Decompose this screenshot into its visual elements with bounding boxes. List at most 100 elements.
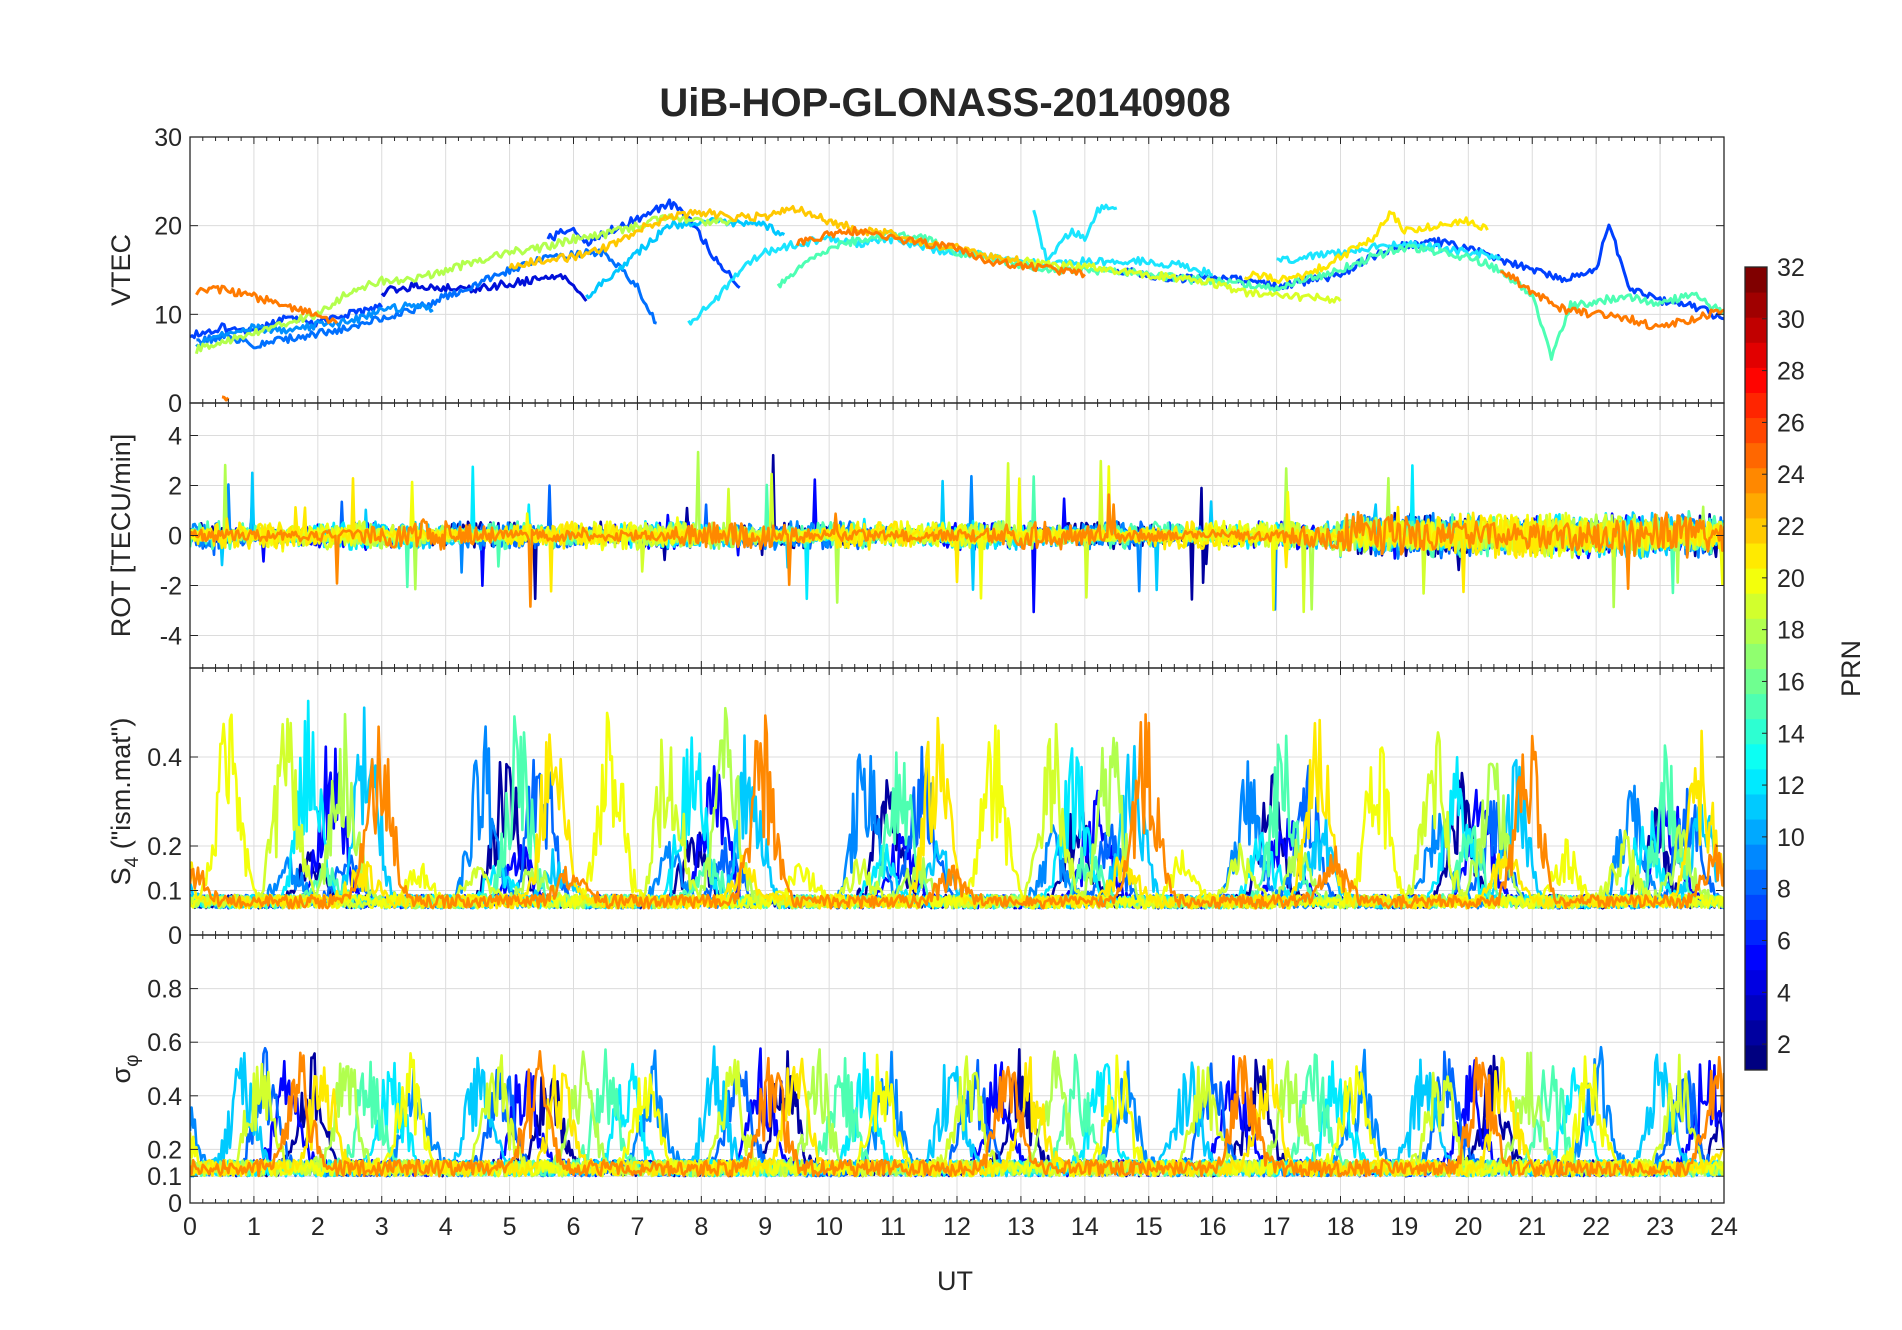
colorbar-frame — [1744, 266, 1768, 1071]
x-tick-label: 8 — [694, 1213, 708, 1241]
y-axis-label-main: VTEC — [106, 234, 136, 306]
colorbar-segment — [1745, 292, 1767, 318]
y-axis-label-main: ROT [TECU/min] — [106, 434, 136, 638]
series-group — [190, 699, 1724, 910]
series-line-prn-24 — [221, 395, 230, 402]
colorbar-segment — [1745, 768, 1767, 795]
colorbar-tick-label: 28 — [1777, 358, 1805, 386]
y-axis-label: ROT [TECU/min] — [106, 434, 136, 638]
series-line-prn-12 — [1276, 240, 1502, 264]
colorbar-tick-label: 30 — [1777, 306, 1805, 334]
colorbar-tick-label: 22 — [1777, 513, 1805, 541]
x-tick-label: 21 — [1518, 1213, 1546, 1241]
y-tick-label: 2 — [168, 473, 182, 501]
x-tick-label: 5 — [503, 1213, 517, 1241]
colorbar-segment — [1745, 869, 1767, 895]
series-line-prn-15 — [776, 229, 1724, 361]
colorbar-segment — [1745, 994, 1767, 1021]
colorbar-segment — [1745, 1044, 1767, 1071]
x-tick-label: 16 — [1199, 1213, 1227, 1241]
x-tick-label: 0 — [183, 1213, 197, 1241]
x-tick-label: 7 — [630, 1213, 644, 1241]
y-tick-label: 4 — [168, 423, 182, 451]
colorbar-segment — [1745, 392, 1767, 419]
colorbar-segment — [1745, 517, 1767, 544]
panel-vtec: 0 10 20 30 VTEC — [106, 124, 1725, 418]
colorbar-segment — [1745, 718, 1767, 745]
x-tick-label: 17 — [1263, 1213, 1291, 1241]
panel-rot: -4 -2 0 2 4 ROT [TECU/min] — [106, 402, 1725, 669]
series-line-prn-11 — [585, 217, 786, 300]
y-tick-label: 0 — [168, 1190, 182, 1218]
x-tick-label: 6 — [567, 1213, 581, 1241]
x-tick-label: 20 — [1454, 1213, 1482, 1241]
colorbar-segment — [1745, 442, 1767, 469]
colorbar-tick-label: 24 — [1777, 461, 1805, 489]
colorbar-label: PRN — [1836, 640, 1866, 697]
series-line-prn-12 — [1032, 203, 1118, 262]
colorbar-segment — [1745, 668, 1767, 695]
colorbar-segment — [1745, 844, 1767, 870]
tick-marks — [189, 403, 1725, 668]
colorbar-tick-label: 32 — [1777, 254, 1805, 282]
x-tick-label: 10 — [815, 1213, 843, 1241]
y-tick-label: -4 — [160, 623, 182, 651]
x-tick-label: 9 — [758, 1213, 772, 1241]
y-tick-label: 10 — [154, 301, 182, 329]
y-tick-label: 0 — [168, 390, 182, 418]
colorbar-segment — [1745, 944, 1767, 971]
series-line-prn-18 — [194, 213, 734, 355]
x-tick-label: 15 — [1135, 1213, 1163, 1241]
colorbar-tick-label: 12 — [1777, 772, 1805, 800]
y-tick-label: 0.1 — [147, 878, 182, 906]
y-axis-label: VTEC — [106, 234, 136, 306]
y-tick-label: 0.6 — [147, 1029, 182, 1057]
series-group — [190, 450, 1724, 614]
series-line-prn-24 — [795, 225, 1086, 279]
x-tick-label: 19 — [1391, 1213, 1419, 1241]
x-tick-label: 22 — [1582, 1213, 1610, 1241]
y-tick-label: 0.2 — [147, 833, 182, 861]
colorbar-segment — [1745, 919, 1767, 946]
y-tick-label: 0 — [168, 922, 182, 950]
x-tick-label: 11 — [880, 1213, 906, 1241]
x-tick-label: 1 — [247, 1213, 261, 1241]
y-axis-label-rest: ("ism.mat") — [106, 718, 136, 857]
x-tick-label: 12 — [943, 1213, 971, 1241]
y-tick-label: 0.1 — [147, 1163, 182, 1191]
series-trace-prn-24 — [190, 1050, 1724, 1178]
colorbar-segment — [1745, 317, 1767, 343]
x-tick-label: 18 — [1327, 1213, 1355, 1241]
y-axis-label: S4 ("ism.mat") — [106, 718, 143, 886]
panel-s4: 0 0.1 0.2 0.4S4 ("ism.mat") — [106, 667, 1725, 950]
y-axis-label-main: σ — [106, 1067, 136, 1084]
x-tick-label: 23 — [1646, 1213, 1674, 1241]
series-trace-prn-24 — [190, 713, 1724, 910]
y-tick-label: 30 — [154, 124, 182, 152]
y-axis-label: σφ — [106, 1055, 143, 1084]
x-tick-label: 14 — [1071, 1213, 1099, 1241]
y-tick-label: -2 — [160, 573, 182, 601]
x-tick-label: 24 — [1710, 1213, 1738, 1241]
series-group — [190, 1045, 1724, 1178]
series-line-prn-5 — [190, 302, 384, 340]
colorbar-tick-label: 2 — [1777, 1031, 1791, 1059]
colorbar-tick-label: 8 — [1777, 876, 1791, 904]
colorbar-tick-label: 20 — [1777, 565, 1805, 593]
y-tick-label: 20 — [154, 213, 182, 241]
y-tick-label: 0.8 — [147, 976, 182, 1004]
colorbar-segment — [1745, 969, 1767, 996]
colorbar-segment — [1745, 367, 1767, 393]
colorbar-segment — [1745, 568, 1767, 594]
y-tick-label: 0.4 — [147, 744, 182, 772]
x-axis-label: UT — [937, 1266, 973, 1296]
colorbar-segment — [1745, 743, 1767, 770]
series-line-prn-9 — [195, 301, 434, 349]
series-trace-prn-24 — [190, 493, 1724, 608]
colorbar-tick-label: 6 — [1777, 927, 1791, 955]
tick-marks — [189, 935, 1725, 1204]
colorbar-segment — [1745, 417, 1767, 444]
